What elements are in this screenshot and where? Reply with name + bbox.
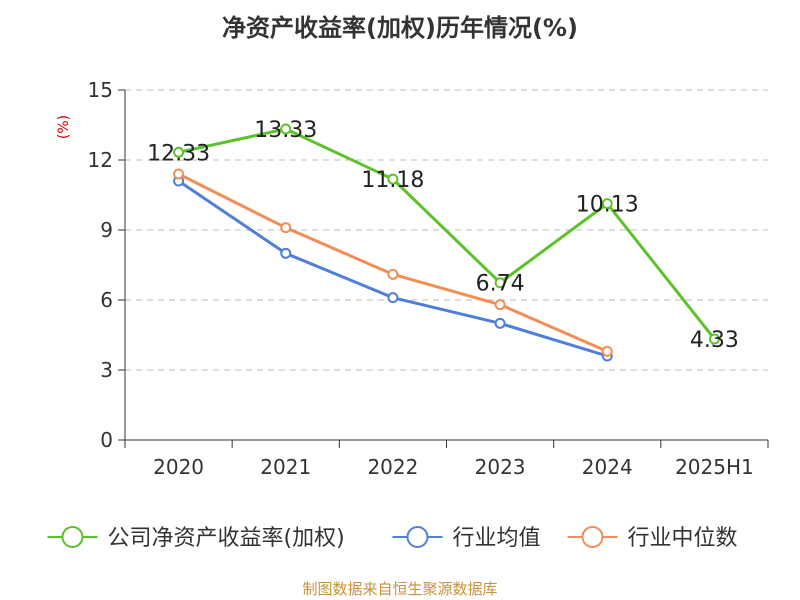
series-point-2 bbox=[601, 345, 613, 357]
legend-item-0: 公司净资产收益率(加权) bbox=[47, 526, 345, 551]
series-point-2 bbox=[387, 268, 399, 280]
chart-title: 净资产收益率(加权)历年情况(%) bbox=[222, 14, 578, 42]
data-label: 13.33 bbox=[254, 118, 317, 143]
y-axis-label: (%) bbox=[56, 115, 72, 139]
legend-label: 公司净资产收益率(加权) bbox=[108, 526, 345, 551]
legend-marker bbox=[406, 526, 429, 548]
y-tick-label: 15 bbox=[88, 78, 113, 102]
series-point-0 bbox=[494, 277, 506, 289]
legend: 公司净资产收益率(加权) 行业均值 行业中位数 bbox=[47, 526, 738, 551]
x-tick-label: 2024 bbox=[582, 455, 633, 479]
legend-item-2: 行业中位数 bbox=[567, 526, 738, 551]
y-tick-label: 12 bbox=[88, 148, 113, 172]
series-layer bbox=[173, 123, 720, 362]
data-labels: 12.33 13.33 11.18 6.74 10.13 4.33 bbox=[147, 118, 739, 353]
data-label: 12.33 bbox=[147, 141, 210, 166]
data-label: 6.74 bbox=[476, 272, 525, 297]
legend-label: 行业均值 bbox=[453, 526, 541, 551]
series-point-0 bbox=[708, 333, 720, 345]
x-tick-label: 2022 bbox=[367, 455, 418, 479]
series-line-2 bbox=[177, 172, 608, 353]
legend-marker bbox=[61, 526, 84, 548]
x-tick-label: 2023 bbox=[475, 455, 526, 479]
y-tick-label: 0 bbox=[100, 428, 113, 452]
series-point-1 bbox=[387, 292, 399, 304]
series-point-0 bbox=[280, 123, 292, 135]
series-point-0 bbox=[173, 146, 185, 158]
series-point-0 bbox=[387, 173, 399, 185]
y-tick-label: 9 bbox=[100, 218, 113, 242]
series-point-2 bbox=[280, 222, 292, 234]
x-tick-label: 2025H1 bbox=[675, 455, 754, 479]
series-point-2 bbox=[494, 299, 506, 311]
legend-item-1: 行业均值 bbox=[392, 526, 541, 551]
data-label: 11.18 bbox=[361, 168, 424, 193]
source-note: 制图数据来自恒生聚源数据库 bbox=[302, 580, 497, 598]
data-label: 4.33 bbox=[690, 328, 739, 353]
series-line-0 bbox=[178, 127, 716, 340]
series-point-2 bbox=[173, 168, 185, 180]
series-point-0 bbox=[601, 198, 613, 210]
series-point-1 bbox=[280, 247, 292, 259]
data-label: 10.13 bbox=[576, 193, 639, 218]
y-tick-label: 6 bbox=[100, 288, 113, 312]
axes: 0 3 6 9 12 15 2020 2021 2022 2023 2024 2025H1 bbox=[88, 78, 769, 479]
series-point-1 bbox=[494, 317, 506, 329]
legend-marker bbox=[581, 526, 604, 548]
x-tick-label: 2021 bbox=[260, 455, 311, 479]
y-tick-label: 3 bbox=[100, 358, 113, 382]
legend-label: 行业中位数 bbox=[628, 526, 738, 551]
x-tick-label: 2020 bbox=[153, 455, 204, 479]
